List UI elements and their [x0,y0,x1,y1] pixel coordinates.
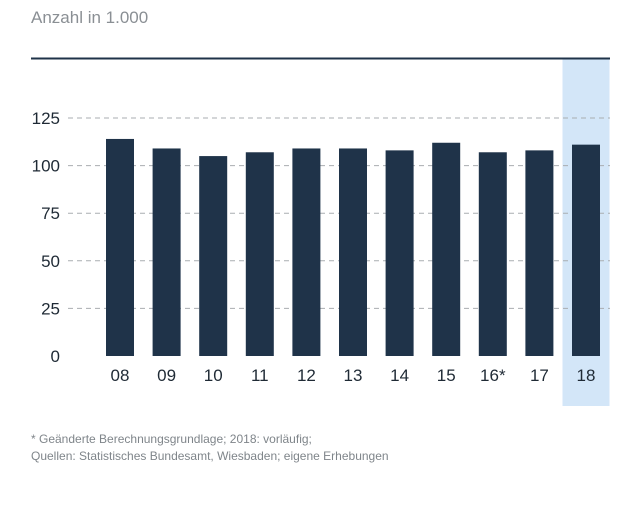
x-tick-label-08: 08 [111,366,130,385]
x-tick-label-18: 18 [577,366,596,385]
bar-10 [199,156,228,356]
bars [106,138,600,356]
bar-chart: 0 25 50 75 100 125 08 09 10 11 12 13 14 15 16* 17 18 [31,57,610,406]
x-tick-label-12: 12 [297,366,316,385]
x-tick-label-14: 14 [390,366,409,385]
bar-08 [106,138,134,356]
x-tick-label-09: 09 [157,366,176,385]
bar-12 [292,148,321,356]
y-tick-label-25: 25 [41,299,60,318]
footnote-source: Quellen: Statistisches Bundesamt, Wiesba… [31,449,389,463]
y-tick-label-50: 50 [41,252,60,271]
x-tick-label-11: 11 [251,366,269,385]
bar-15 [432,142,461,356]
x-tick-label-13: 13 [344,366,363,385]
y-axis-unit-label: Anzahl in 1.000 [31,8,149,27]
y-tick-label-125: 125 [32,109,60,128]
y-tick-label-0: 0 [51,347,60,366]
x-tick-label-16star: 16* [480,366,506,385]
x-tick-labels: 08 09 10 11 12 13 14 15 16* 17 18 [111,366,596,385]
y-tick-label-75: 75 [41,204,60,223]
bar-16star [478,152,507,356]
bar-13 [339,148,367,356]
bar-17 [525,150,554,356]
y-tick-label-100: 100 [32,157,60,176]
x-tick-label-17: 17 [530,366,549,385]
bar-14 [385,150,414,356]
x-tick-label-15: 15 [437,366,456,385]
y-tick-labels: 0 25 50 75 100 125 [32,109,60,366]
bar-18 [572,144,600,356]
bar-11 [245,152,274,356]
x-tick-label-10: 10 [204,366,223,385]
footnote-block: * Geänderte Berechnungsgrundlage; 2018: … [31,431,389,465]
footnote-note: * Geänderte Berechnungsgrundlage; 2018: … [31,432,312,446]
bar-09 [152,148,181,356]
